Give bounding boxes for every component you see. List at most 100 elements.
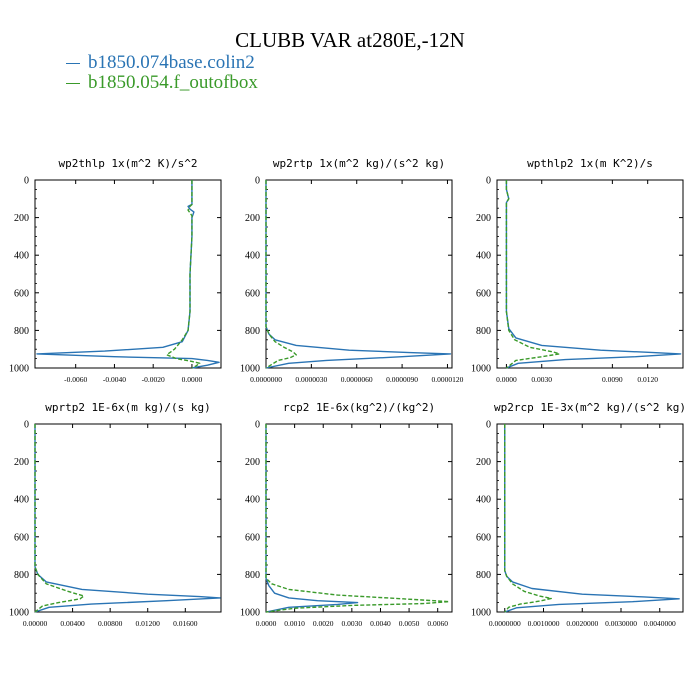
y-tick-label: 600: [14, 288, 29, 299]
chart-panel-4: wprtp2 1E-6x(m kg)/(s kg) 0 200 400 600 800 10…: [9, 401, 222, 628]
x-tick-label: 0.00800: [98, 619, 123, 628]
y-tick-label: 600: [14, 532, 29, 543]
chart-title: wpthlp2 1x(m K^2)/s: [527, 157, 653, 170]
plot-frame: [34, 179, 222, 369]
y-tick-label: 1000: [240, 364, 260, 375]
y-tick-label: 200: [476, 213, 491, 224]
chart-panel-3: wpthlp2 1x(m K^2)/s 0 200 400 600 800 1000 0.00…: [471, 157, 684, 384]
x-tick-label: 0.0000: [496, 375, 517, 384]
plot-frame: [496, 179, 684, 369]
y-tick-label: 600: [245, 532, 260, 543]
series-line-1: [265, 180, 452, 369]
series-line-1: [265, 424, 359, 613]
y-tick-label: 0: [255, 420, 260, 431]
chart-title: rcp2 1E-6x(kg^2)/(kg^2): [283, 401, 435, 414]
y-tick-label: 0: [486, 420, 491, 431]
y-tick-label: 1000: [471, 364, 491, 375]
plot-frame: [265, 423, 453, 613]
x-tick-label: 0.0050: [399, 619, 420, 628]
y-tick-label: 800: [245, 570, 260, 581]
y-tick-label: 400: [245, 495, 260, 506]
chart-panel-5: rcp2 1E-6x(kg^2)/(kg^2) 0 200 400 600 800 1000…: [240, 401, 453, 628]
series-line-2: [505, 180, 561, 369]
chart-panel-2: wp2rtp 1x(m^2 kg)/(s^2 kg) 0 200 400 600 800 1…: [240, 157, 464, 384]
series-line-1: [36, 180, 220, 369]
y-tick-label: 600: [245, 288, 260, 299]
y-tick-label: 600: [476, 288, 491, 299]
x-tick-label: 0.0000: [256, 619, 277, 628]
x-tick-label: 0.0000030: [295, 375, 327, 384]
y-tick-label: 800: [14, 570, 29, 581]
x-tick-label: 0.0000120: [432, 375, 464, 384]
y-tick-label: 400: [14, 495, 29, 506]
y-tick-label: 800: [14, 326, 29, 337]
y-tick-label: 200: [14, 457, 29, 468]
y-tick-label: 0: [255, 176, 260, 187]
x-tick-label: 0.0030000: [605, 619, 637, 628]
figure-header: CLUBB VAR at280E,-12N b1850.074base.coli…: [0, 0, 700, 100]
x-tick-label: -0.0060: [64, 375, 87, 384]
series-line-2: [34, 424, 85, 613]
legend-label-series-2: b1850.054.f_outofbox: [88, 72, 258, 93]
x-tick-label: 0.0040: [370, 619, 391, 628]
x-tick-label: 0.0000000: [489, 619, 521, 628]
y-tick-label: 0: [486, 176, 491, 187]
legend-line-icon: [66, 62, 80, 65]
x-tick-label: 0.0010: [284, 619, 305, 628]
y-tick-label: 1000: [471, 608, 491, 619]
x-tick-label: 0.0010000: [528, 619, 560, 628]
series-line-1: [504, 424, 680, 613]
figure-title: CLUBB VAR at280E,-12N: [235, 28, 465, 52]
x-tick-label: 0.0060: [427, 619, 448, 628]
series-line-2: [265, 424, 450, 613]
x-tick-label: 0.00000: [23, 619, 48, 628]
y-tick-label: 200: [14, 213, 29, 224]
x-tick-label: 0.0000: [182, 375, 203, 384]
series-line-2: [166, 180, 201, 369]
x-tick-label: -0.0040: [103, 375, 126, 384]
series-line-1: [505, 180, 682, 369]
x-tick-label: 0.0090: [602, 375, 623, 384]
series-line-2: [265, 180, 297, 369]
y-tick-label: 600: [476, 532, 491, 543]
chart-title: wp2rtp 1x(m^2 kg)/(s^2 kg): [273, 157, 445, 170]
x-tick-label: 0.0000090: [386, 375, 418, 384]
legend-line-icon: [66, 82, 80, 85]
series-line-1: [34, 424, 221, 613]
x-tick-label: 0.0120: [637, 375, 658, 384]
x-tick-label: 0.0030: [342, 619, 363, 628]
x-tick-label: 0.0000000: [250, 375, 282, 384]
y-tick-label: 200: [245, 213, 260, 224]
y-tick-label: 400: [14, 251, 29, 262]
legend-item-series-2: b1850.054.f_outofbox: [66, 72, 258, 94]
plot-frame: [265, 179, 453, 369]
x-tick-label: 0.01600: [173, 619, 198, 628]
y-tick-label: 800: [476, 326, 491, 337]
chart-title: wp2thlp 1x(m^2 K)/s^2: [58, 157, 197, 170]
y-tick-label: 800: [476, 570, 491, 581]
plot-frame: [34, 423, 222, 613]
legend-label-series-1: b1850.074base.colin2: [88, 52, 255, 73]
chart-panel-1: wp2thlp 1x(m^2 K)/s^2 0 200 400 600 800 1000 -0…: [9, 157, 222, 384]
x-tick-label: 0.0000060: [341, 375, 373, 384]
legend-item-series-1: b1850.074base.colin2: [66, 52, 255, 74]
y-tick-label: 1000: [240, 608, 260, 619]
y-tick-label: 1000: [9, 608, 29, 619]
x-tick-label: 0.0030: [531, 375, 552, 384]
y-tick-label: 0: [24, 420, 29, 431]
y-tick-label: 200: [476, 457, 491, 468]
y-tick-label: 400: [476, 495, 491, 506]
x-tick-label: 0.00400: [60, 619, 85, 628]
y-tick-label: 400: [245, 251, 260, 262]
y-tick-label: 0: [24, 176, 29, 187]
y-tick-label: 200: [245, 457, 260, 468]
chart-title: wprtp2 1E-6x(m kg)/(s kg): [45, 401, 211, 414]
y-tick-label: 1000: [9, 364, 29, 375]
plot-frame: [496, 423, 684, 613]
series-line-2: [504, 424, 552, 613]
x-tick-label: -0.0020: [142, 375, 165, 384]
x-tick-label: 0.0020: [313, 619, 334, 628]
chart-panel-6: wp2rcp 1E-3x(m^2 kg)/(s^2 kg)0 200 400 600 8…: [471, 401, 686, 628]
y-tick-label: 400: [476, 251, 491, 262]
